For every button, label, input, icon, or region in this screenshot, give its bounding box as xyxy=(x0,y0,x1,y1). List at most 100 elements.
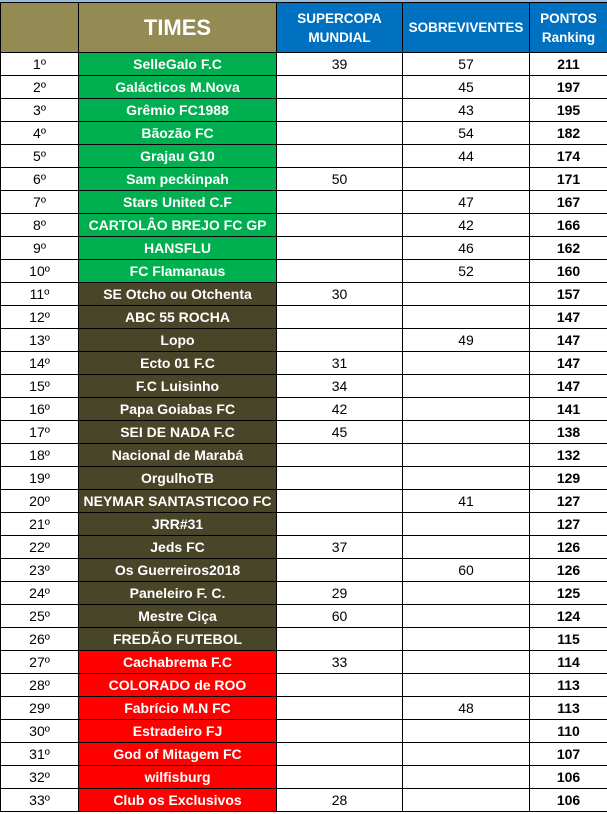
pontos-cell[interactable]: 110 xyxy=(529,719,607,743)
sobreviventes-cell[interactable]: 46 xyxy=(402,236,530,260)
team-cell[interactable]: Papa Goiabas FC xyxy=(78,397,277,421)
pontos-cell[interactable]: 127 xyxy=(529,512,607,536)
sobreviventes-cell[interactable] xyxy=(402,167,530,191)
team-cell[interactable]: Club os Exclusivos xyxy=(78,788,277,812)
team-cell[interactable]: HANSFLU xyxy=(78,236,277,260)
team-cell[interactable]: Nacional de Marabá xyxy=(78,443,277,467)
sobreviventes-cell[interactable] xyxy=(402,397,530,421)
position-cell[interactable]: 23º xyxy=(0,558,79,582)
position-cell[interactable]: 9º xyxy=(0,236,79,260)
pontos-cell[interactable]: 113 xyxy=(529,673,607,697)
position-cell[interactable]: 33º xyxy=(0,788,79,812)
sobreviventes-cell[interactable] xyxy=(402,466,530,490)
sobreviventes-cell[interactable]: 57 xyxy=(402,52,530,76)
position-cell[interactable]: 13º xyxy=(0,328,79,352)
position-cell[interactable]: 29º xyxy=(0,696,79,720)
team-cell[interactable]: ABC 55 ROCHA xyxy=(78,305,277,329)
position-cell[interactable]: 22º xyxy=(0,535,79,559)
supercopa-cell[interactable] xyxy=(276,512,403,536)
sobreviventes-cell[interactable] xyxy=(402,788,530,812)
position-cell[interactable]: 5º xyxy=(0,144,79,168)
position-cell[interactable]: 27º xyxy=(0,650,79,674)
supercopa-cell[interactable]: 39 xyxy=(276,52,403,76)
position-cell[interactable]: 4º xyxy=(0,121,79,145)
pontos-cell[interactable]: 127 xyxy=(529,489,607,513)
position-cell[interactable]: 3º xyxy=(0,98,79,122)
team-cell[interactable]: NEYMAR SANTASTICOO FC xyxy=(78,489,277,513)
sobreviventes-cell[interactable]: 49 xyxy=(402,328,530,352)
sobreviventes-cell[interactable] xyxy=(402,282,530,306)
supercopa-cell[interactable]: 30 xyxy=(276,282,403,306)
supercopa-cell[interactable] xyxy=(276,190,403,214)
team-cell[interactable]: Grêmio FC1988 xyxy=(78,98,277,122)
pontos-cell[interactable]: 167 xyxy=(529,190,607,214)
supercopa-cell[interactable] xyxy=(276,489,403,513)
position-cell[interactable]: 14º xyxy=(0,351,79,375)
team-cell[interactable]: COLORADO de ROO xyxy=(78,673,277,697)
supercopa-cell[interactable] xyxy=(276,696,403,720)
team-cell[interactable]: Os Guerreiros2018 xyxy=(78,558,277,582)
supercopa-cell[interactable] xyxy=(276,305,403,329)
pontos-cell[interactable]: 162 xyxy=(529,236,607,260)
pontos-cell[interactable]: 129 xyxy=(529,466,607,490)
header-sobreviventes[interactable]: SOBREVIVENTES xyxy=(402,2,530,53)
pontos-cell[interactable]: 132 xyxy=(529,443,607,467)
position-cell[interactable]: 12º xyxy=(0,305,79,329)
sobreviventes-cell[interactable]: 48 xyxy=(402,696,530,720)
pontos-cell[interactable]: 147 xyxy=(529,328,607,352)
supercopa-cell[interactable]: 60 xyxy=(276,604,403,628)
supercopa-cell[interactable]: 42 xyxy=(276,397,403,421)
sobreviventes-cell[interactable]: 45 xyxy=(402,75,530,99)
pontos-cell[interactable]: 157 xyxy=(529,282,607,306)
pontos-cell[interactable]: 114 xyxy=(529,650,607,674)
position-cell[interactable]: 7º xyxy=(0,190,79,214)
supercopa-cell[interactable]: 34 xyxy=(276,374,403,398)
sobreviventes-cell[interactable] xyxy=(402,535,530,559)
team-cell[interactable]: FREDÃO FUTEBOL xyxy=(78,627,277,651)
supercopa-cell[interactable] xyxy=(276,443,403,467)
pontos-cell[interactable]: 138 xyxy=(529,420,607,444)
position-cell[interactable]: 28º xyxy=(0,673,79,697)
team-cell[interactable]: F.C Luisinho xyxy=(78,374,277,398)
pontos-cell[interactable]: 174 xyxy=(529,144,607,168)
supercopa-cell[interactable] xyxy=(276,236,403,260)
supercopa-cell[interactable] xyxy=(276,144,403,168)
team-cell[interactable]: Stars United C.F xyxy=(78,190,277,214)
team-cell[interactable]: SEI DE NADA F.C xyxy=(78,420,277,444)
pontos-cell[interactable]: 166 xyxy=(529,213,607,237)
team-cell[interactable]: CARTOLÂO BREJO FC GP xyxy=(78,213,277,237)
sobreviventes-cell[interactable]: 52 xyxy=(402,259,530,283)
pontos-cell[interactable]: 147 xyxy=(529,305,607,329)
sobreviventes-cell[interactable]: 44 xyxy=(402,144,530,168)
sobreviventes-cell[interactable]: 47 xyxy=(402,190,530,214)
position-cell[interactable]: 30º xyxy=(0,719,79,743)
pontos-cell[interactable]: 211 xyxy=(529,52,607,76)
pontos-cell[interactable]: 106 xyxy=(529,765,607,789)
team-cell[interactable]: OrgulhoTB xyxy=(78,466,277,490)
pontos-cell[interactable]: 125 xyxy=(529,581,607,605)
supercopa-cell[interactable] xyxy=(276,765,403,789)
position-cell[interactable]: 1º xyxy=(0,52,79,76)
sobreviventes-cell[interactable]: 54 xyxy=(402,121,530,145)
team-cell[interactable]: JRR#31 xyxy=(78,512,277,536)
team-cell[interactable]: God of Mitagem FC xyxy=(78,742,277,766)
team-cell[interactable]: Galácticos M.Nova xyxy=(78,75,277,99)
position-cell[interactable]: 8º xyxy=(0,213,79,237)
sobreviventes-cell[interactable] xyxy=(402,673,530,697)
pontos-cell[interactable]: 147 xyxy=(529,351,607,375)
supercopa-cell[interactable] xyxy=(276,466,403,490)
supercopa-cell[interactable] xyxy=(276,742,403,766)
header-position[interactable] xyxy=(0,2,79,53)
supercopa-cell[interactable]: 31 xyxy=(276,351,403,375)
team-cell[interactable]: Sam peckinpah xyxy=(78,167,277,191)
position-cell[interactable]: 16º xyxy=(0,397,79,421)
pontos-cell[interactable]: 171 xyxy=(529,167,607,191)
position-cell[interactable]: 25º xyxy=(0,604,79,628)
sobreviventes-cell[interactable] xyxy=(402,443,530,467)
team-cell[interactable]: FC Flamanaus xyxy=(78,259,277,283)
pontos-cell[interactable]: 107 xyxy=(529,742,607,766)
supercopa-cell[interactable]: 33 xyxy=(276,650,403,674)
sobreviventes-cell[interactable] xyxy=(402,604,530,628)
team-cell[interactable]: Fabrício M.N FC xyxy=(78,696,277,720)
position-cell[interactable]: 31º xyxy=(0,742,79,766)
